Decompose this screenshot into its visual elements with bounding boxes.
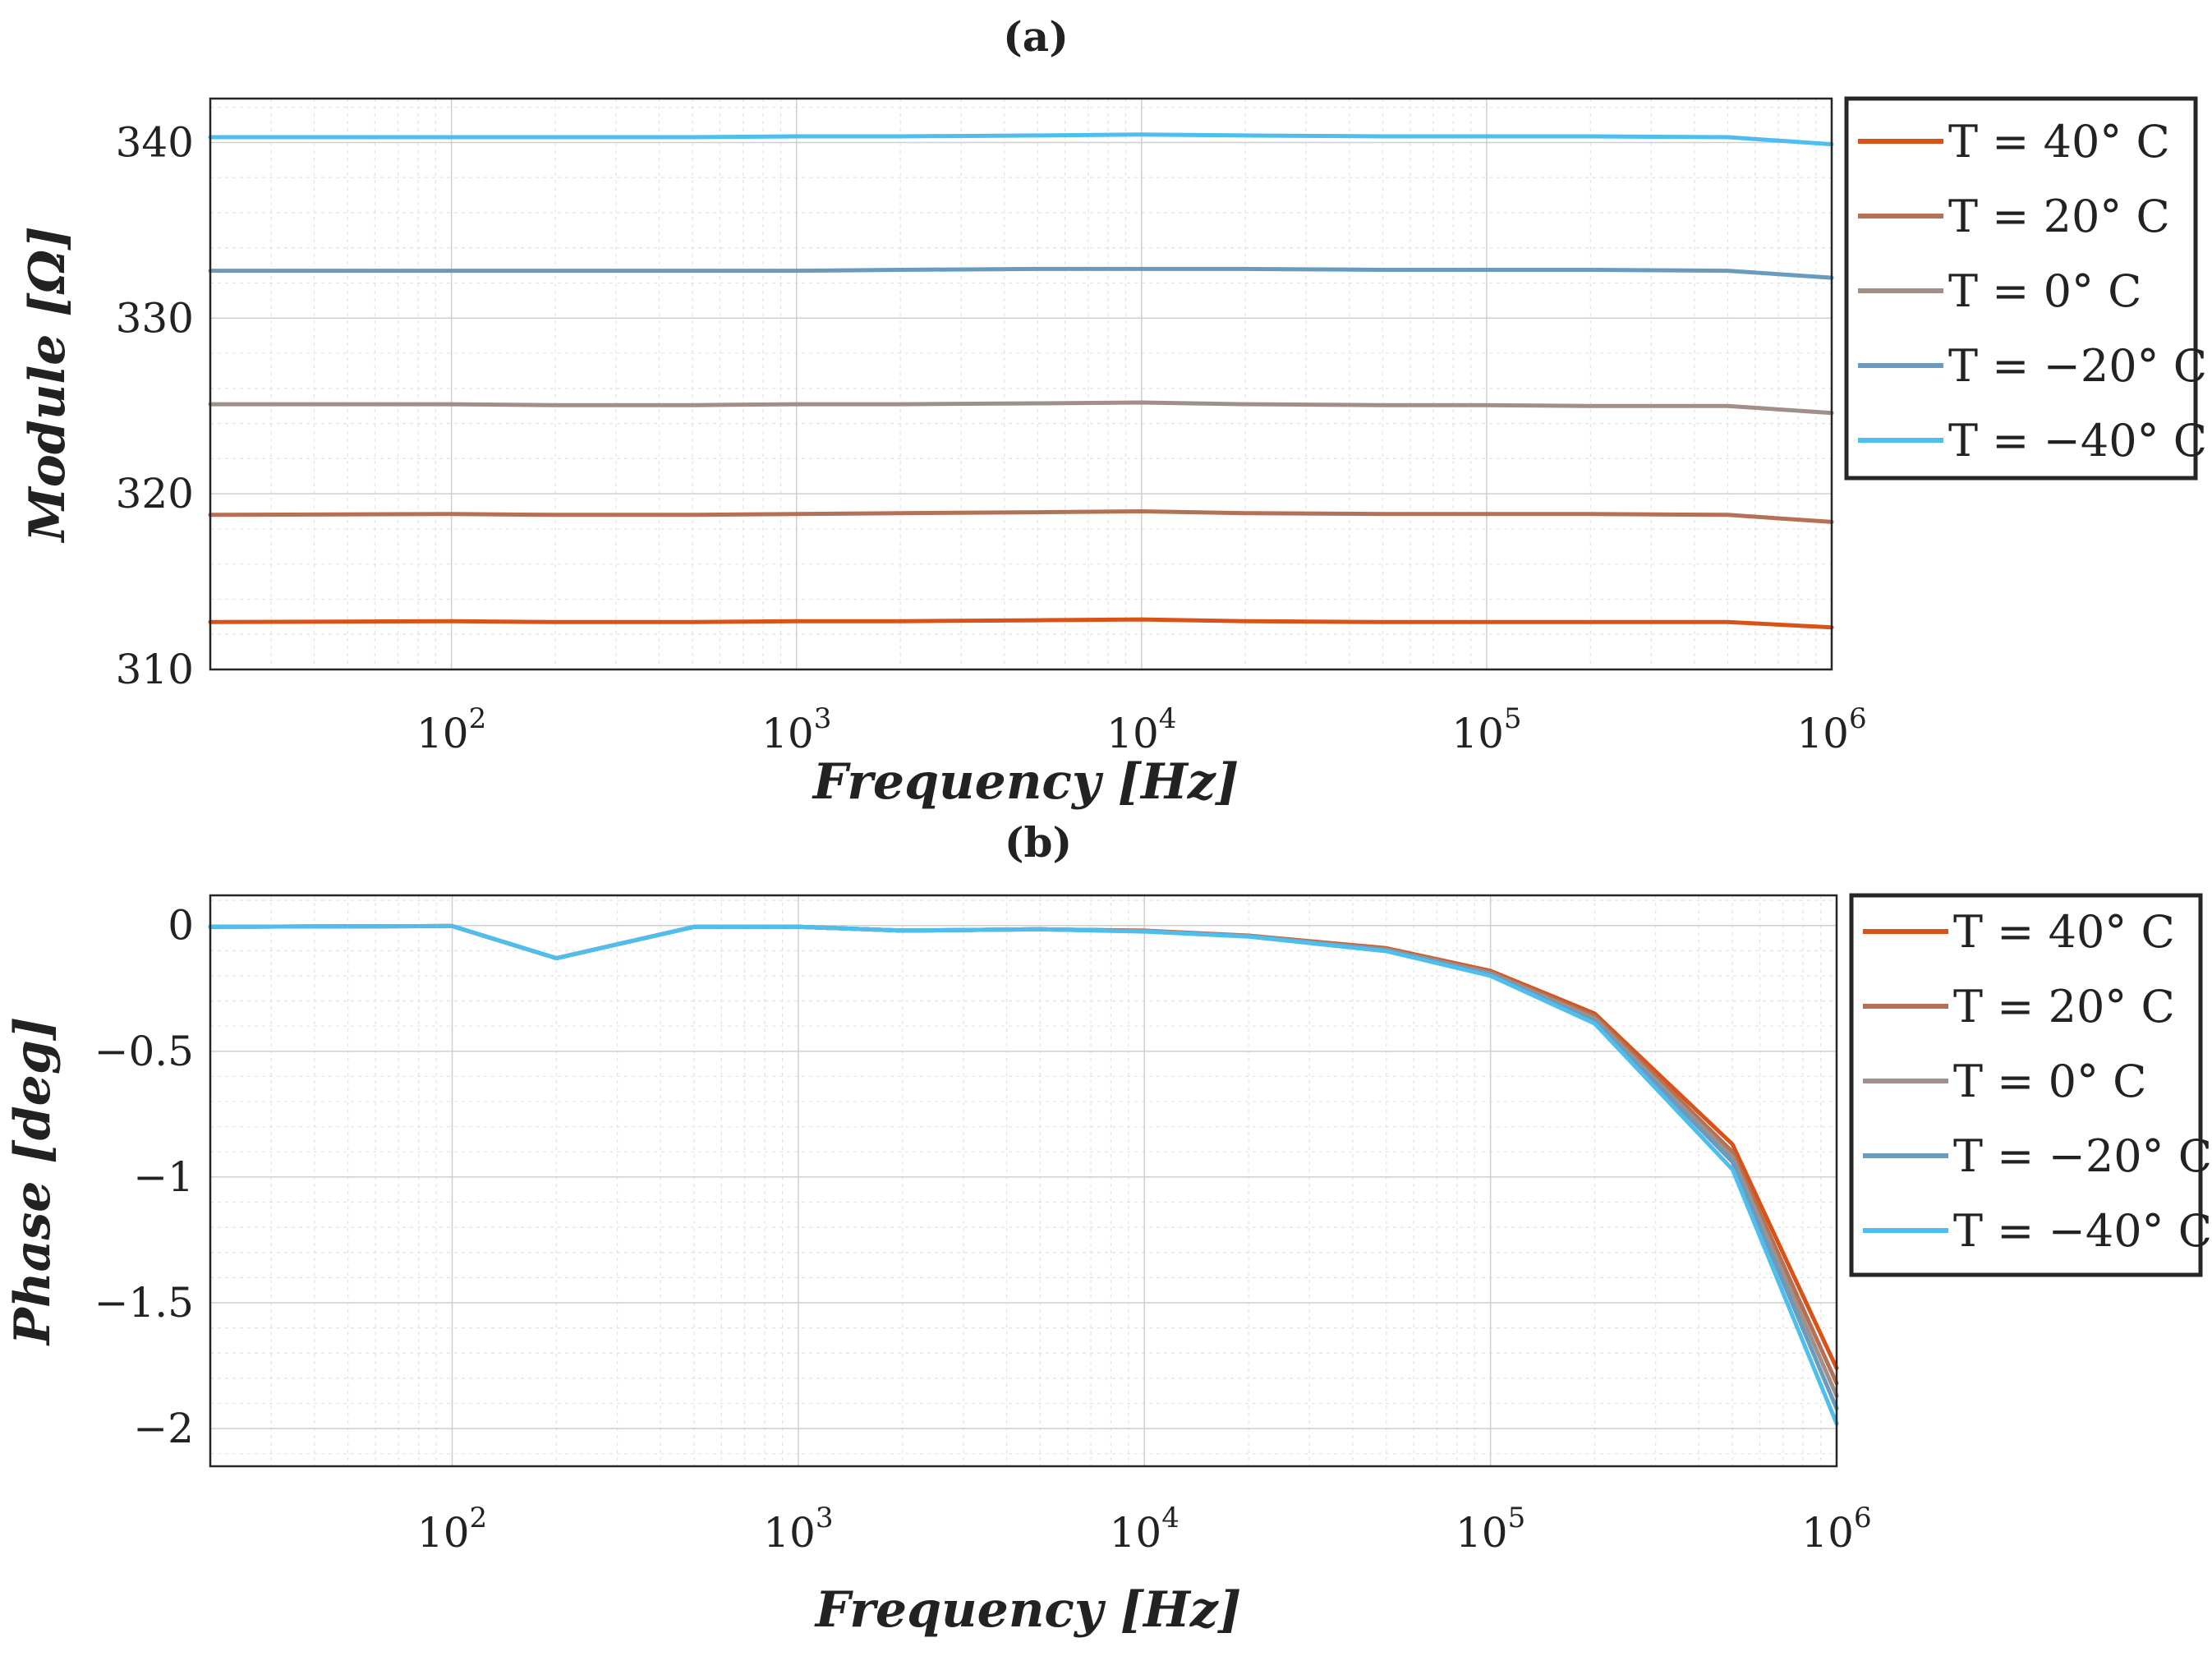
series-line-2 [208, 923, 1839, 1398]
x-tick-exponent: 5 [1508, 1502, 1526, 1534]
x-axis-title: Frequency [Hz] [812, 753, 1239, 811]
y-tick-label: −1 [133, 1153, 194, 1201]
x-tick-label: 103 [761, 702, 831, 757]
x-tick-base: 10 [416, 710, 469, 757]
x-axis-title: Frequency [Hz] [814, 1581, 1242, 1639]
x-tick-base: 10 [1456, 1509, 1508, 1557]
legend-label: T = 0° C [1953, 1056, 2146, 1107]
y-tick-label: 0 [168, 902, 194, 950]
x-tick-label: 104 [1110, 1502, 1180, 1557]
series-line-3 [208, 266, 1834, 280]
chart-title: (a) [1003, 12, 1069, 61]
chart-title: (b) [1005, 818, 1072, 867]
y-axis-title: Module [Ω] [19, 226, 76, 543]
y-tick-label: 310 [116, 646, 194, 693]
axes-box [209, 894, 1838, 1468]
y-tick-label: −2 [133, 1405, 194, 1452]
y-axis-title: Phase [deg] [4, 1017, 62, 1346]
y-tick-label: 330 [116, 294, 194, 342]
legend-label: T = −40° C [1948, 415, 2207, 467]
series-line-3 [208, 923, 1839, 1411]
x-tick-label: 106 [1801, 1502, 1871, 1557]
x-tick-exponent: 6 [1854, 1502, 1872, 1534]
grid [210, 99, 1833, 670]
x-tick-base: 10 [1106, 710, 1159, 757]
x-tick-label: 105 [1451, 702, 1521, 757]
x-tick-label: 102 [417, 1502, 487, 1557]
series-line-4 [208, 923, 1839, 1426]
x-tick-base: 10 [1451, 710, 1504, 757]
x-tick-base: 10 [1801, 1509, 1854, 1557]
x-tick-base: 10 [1110, 1509, 1162, 1557]
legend-label: T = −20° C [1948, 340, 2207, 392]
series-line-2 [208, 400, 1834, 416]
series-line-1 [208, 923, 1839, 1386]
axes-box [209, 97, 1833, 671]
legend-label: T = −40° C [1953, 1205, 2212, 1257]
series-line-1 [208, 509, 1834, 524]
x-tick-exponent: 5 [1504, 702, 1522, 735]
legend-label: T = 20° C [1953, 981, 2175, 1033]
legend-label: T = 40° C [1948, 116, 2170, 168]
x-tick-base: 10 [1796, 710, 1849, 757]
y-tick-label: −0.5 [94, 1028, 194, 1075]
series-line-0 [208, 923, 1839, 1371]
legend-label: T = 0° C [1948, 265, 2141, 317]
x-tick-exponent: 6 [1849, 702, 1867, 735]
grid [210, 895, 1837, 1466]
series-line-4 [208, 132, 1834, 147]
legend-label: T = −20° C [1953, 1130, 2212, 1182]
x-tick-label: 102 [416, 702, 486, 757]
x-tick-label: 104 [1106, 702, 1176, 757]
legend-label: T = 40° C [1953, 906, 2175, 958]
x-tick-exponent: 3 [814, 702, 832, 735]
x-tick-base: 10 [417, 1509, 470, 1557]
series-group [208, 923, 1839, 1426]
x-tick-exponent: 4 [1161, 1502, 1180, 1534]
y-tick-label: −1.5 [94, 1279, 194, 1327]
series-group [208, 132, 1834, 630]
x-tick-base: 10 [761, 710, 814, 757]
x-tick-label: 106 [1796, 702, 1866, 757]
y-tick-label: 320 [116, 470, 194, 518]
x-tick-exponent: 4 [1159, 702, 1177, 735]
x-tick-base: 10 [763, 1509, 816, 1557]
legend: T = 40° C T = 20° C T = 0° C T = −20° C T = … [1844, 96, 2207, 481]
y-tick-label: 340 [116, 118, 194, 166]
series-line-0 [208, 617, 1834, 630]
x-tick-exponent: 2 [469, 702, 487, 735]
x-tick-exponent: 3 [816, 1502, 834, 1534]
x-tick-label: 105 [1456, 1502, 1525, 1557]
legend-label: T = 20° C [1948, 191, 2170, 242]
legend: T = 40° C T = 20° C T = 0° C T = −20° C T = … [1849, 893, 2212, 1277]
x-tick-exponent: 2 [470, 1502, 488, 1534]
x-tick-label: 103 [763, 1502, 833, 1557]
legend-box [1849, 893, 2203, 1277]
